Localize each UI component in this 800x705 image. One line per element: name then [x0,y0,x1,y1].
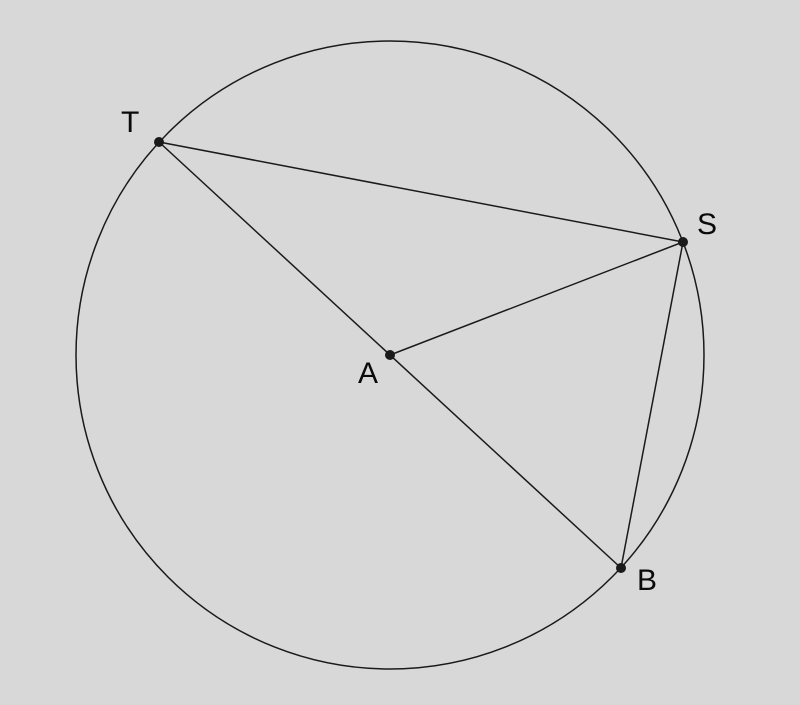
geometry-diagram: T S A B [0,0,800,705]
point-t [154,137,164,147]
label-t: T [121,106,140,139]
point-a [385,350,395,360]
point-b [616,563,626,573]
label-a: A [358,357,379,390]
point-s [678,237,688,247]
label-s: S [697,208,718,241]
label-b: B [637,564,658,597]
diagram-background [0,0,800,705]
